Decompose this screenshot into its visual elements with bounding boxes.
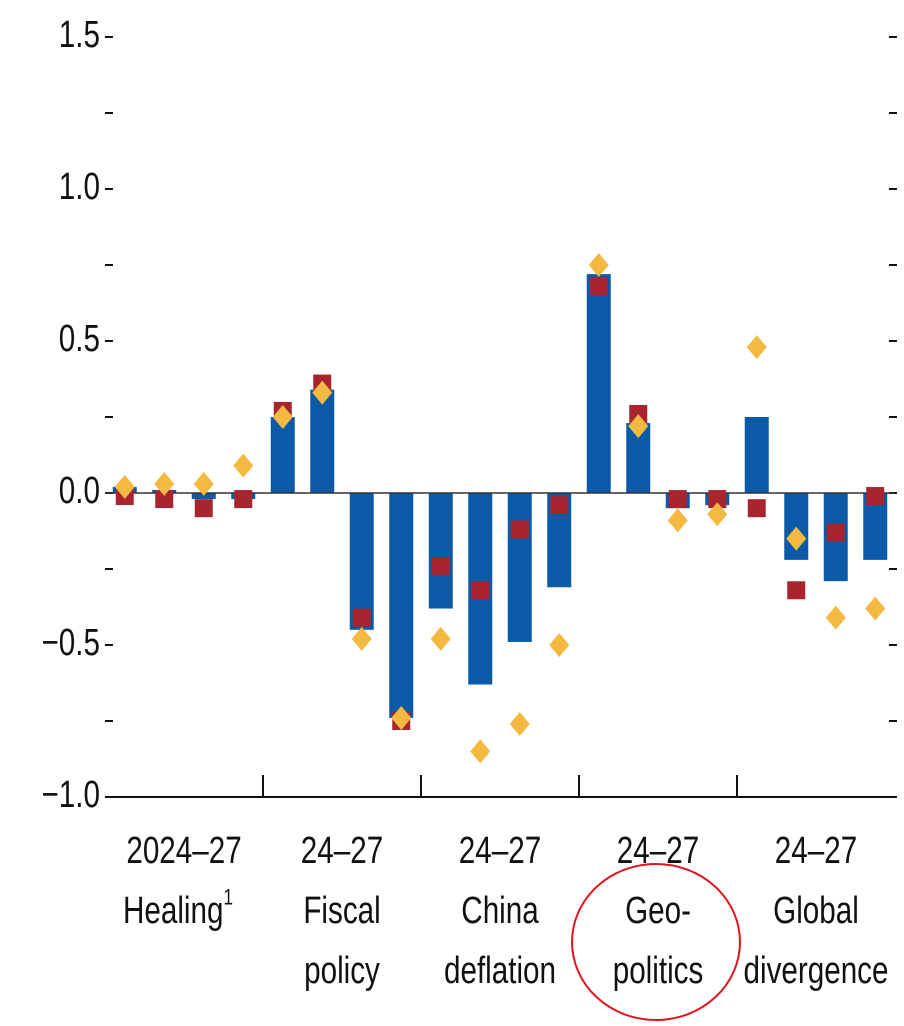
y-tick-label: 1.0 (59, 166, 100, 208)
diamond-marker (272, 405, 293, 429)
diamond-marker (233, 453, 254, 478)
y-tick-label: 0.0 (59, 470, 100, 512)
group-label-group: Healing1 (123, 886, 233, 932)
y-tick-label: 1.5 (59, 14, 100, 56)
square-marker (629, 404, 648, 423)
group-label-group: 24–27 (459, 830, 541, 872)
group-label-group: 2024–27 (126, 830, 241, 872)
group-label: 24–27 (775, 830, 857, 872)
y-tick-label: −1.0 (42, 774, 100, 816)
square-marker (747, 499, 766, 518)
y-tick-label: 0.5 (59, 318, 100, 360)
diamond-marker (588, 253, 609, 277)
group-label-group: Global (773, 890, 859, 932)
diamond-marker (193, 471, 214, 496)
diamond-marker (391, 705, 412, 730)
group-label: 24–27 (301, 830, 383, 872)
square-marker (352, 608, 371, 627)
group-label: Geo- (625, 890, 691, 932)
diamond-marker (825, 605, 846, 630)
bar (744, 417, 769, 493)
bar (389, 493, 414, 718)
diamond-marker (312, 380, 333, 405)
group-label-group: divergence (744, 950, 889, 992)
group-label: Healing1 (123, 886, 233, 932)
diamond-marker (351, 626, 372, 651)
group-label-group: deflation (444, 950, 556, 992)
y-tick-label: −0.5 (42, 622, 100, 664)
diamond-marker (746, 335, 767, 360)
square-marker (471, 581, 490, 600)
group-label: deflation (444, 950, 556, 992)
group-label: 2024–27 (126, 830, 241, 872)
y-tick-label-group: 0.0 (59, 470, 100, 512)
group-label-group: 24–27 (617, 830, 699, 872)
square-marker (668, 490, 687, 509)
square-marker (431, 556, 450, 575)
highlight-circle (571, 863, 741, 1021)
group-label: politics (613, 950, 704, 992)
diamond-marker (707, 502, 728, 527)
square-marker (866, 487, 885, 506)
group-label-group: China (461, 890, 538, 932)
bar (270, 417, 295, 493)
square-marker (194, 499, 213, 518)
diamond-marker (154, 471, 175, 496)
group-label-group: Fiscal (303, 890, 380, 932)
diamond-marker (786, 526, 807, 551)
group-label: divergence (744, 950, 889, 992)
diamond-marker (628, 414, 649, 439)
group-label-group: policy (304, 950, 380, 992)
square-marker (708, 490, 727, 509)
group-label: 24–27 (617, 830, 699, 872)
bar (349, 493, 374, 630)
square-marker (510, 520, 529, 539)
superscript: 1 (223, 886, 233, 911)
square-marker (155, 490, 174, 509)
group-label: China (461, 890, 538, 932)
group-label-group: politics (613, 950, 704, 992)
square-marker (234, 490, 253, 509)
diamond-marker (549, 633, 570, 657)
bar (586, 274, 611, 493)
square-marker (826, 523, 845, 542)
y-tick-label-group: 1.5 (59, 14, 100, 56)
bar (310, 389, 335, 493)
y-tick-label-group: −0.5 (42, 622, 100, 664)
square-marker (787, 581, 806, 600)
group-label-group: Geo- (625, 890, 691, 932)
diamond-marker (667, 508, 688, 533)
bar (428, 493, 453, 609)
y-tick-label-group: −1.0 (42, 774, 100, 816)
bar (191, 493, 216, 500)
diamond-marker (470, 739, 491, 764)
y-tick-label-group: 1.0 (59, 166, 100, 208)
group-label: 24–27 (459, 830, 541, 872)
group-label: Fiscal (303, 890, 380, 932)
bar (507, 493, 532, 642)
group-label: Global (773, 890, 859, 932)
square-marker (589, 277, 608, 296)
diamond-marker (430, 626, 451, 651)
diamond-marker (114, 474, 135, 499)
diamond-marker (509, 712, 530, 737)
diamond-marker (865, 596, 886, 621)
square-marker (550, 496, 569, 515)
group-label-group: 24–27 (301, 830, 383, 872)
group-label: policy (304, 950, 380, 992)
group-label-group: 24–27 (775, 830, 857, 872)
y-tick-label-group: 0.5 (59, 318, 100, 360)
